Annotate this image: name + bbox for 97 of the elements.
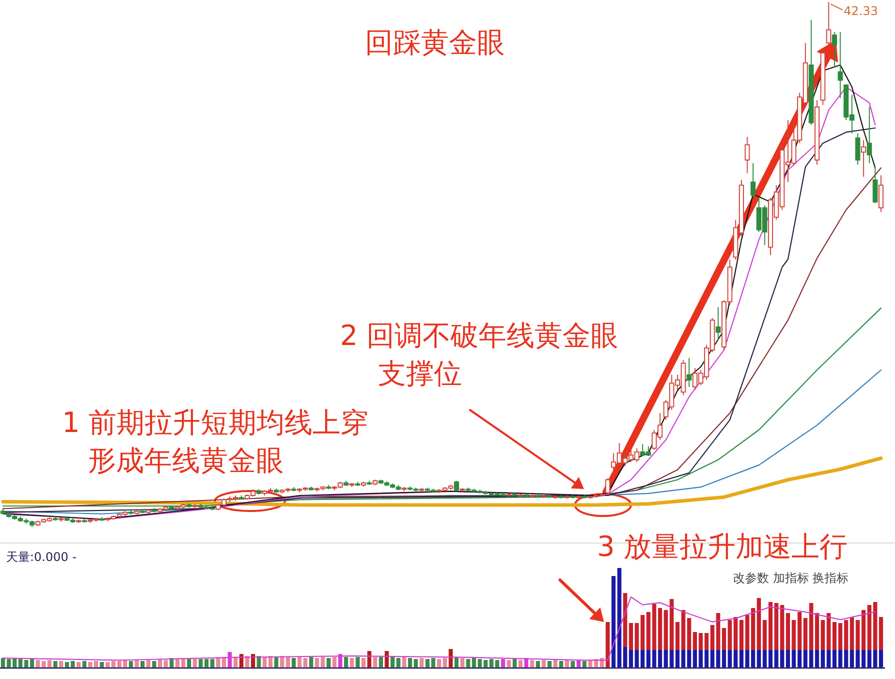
candlestick: [855, 132, 860, 166]
bar: [198, 659, 203, 668]
bar: [47, 660, 52, 668]
bar: [367, 651, 372, 668]
bar: [361, 658, 366, 668]
candlestick: [832, 31, 838, 68]
bar: [530, 660, 534, 668]
bar: [559, 661, 564, 668]
bar: [675, 622, 680, 650]
bar: [768, 602, 773, 650]
bar: [140, 661, 145, 668]
candlestick: [861, 140, 866, 178]
bar: [0, 658, 6, 668]
text: 回踩黄金眼: [365, 26, 505, 59]
bar: [146, 660, 150, 668]
bar: [518, 660, 523, 668]
text: 3 放量拉升加速上行: [597, 530, 848, 563]
annotation: 改参数 加指标 换指标: [733, 571, 849, 585]
candlestick: [686, 357, 692, 388]
bar: [332, 657, 336, 668]
bar: [134, 660, 139, 668]
bar: [466, 659, 470, 668]
bar: [396, 658, 400, 668]
candlestick: [878, 174, 884, 212]
bar: [832, 622, 837, 650]
bar: [274, 657, 278, 668]
candlestick: [716, 306, 721, 341]
bar: [309, 657, 314, 668]
candlestick: [454, 480, 460, 492]
candlestick: [750, 162, 756, 198]
bar: [420, 658, 424, 668]
bar: [460, 658, 464, 668]
bar: [675, 650, 680, 668]
bar: [356, 657, 360, 668]
annotation: 形成年线黄金眼: [88, 444, 284, 477]
bar: [53, 661, 58, 668]
bar: [448, 649, 453, 668]
bar: [512, 659, 517, 668]
bar: [506, 660, 511, 668]
bar: [152, 661, 156, 668]
bar: [722, 650, 726, 668]
bar: [106, 662, 110, 668]
bar: [542, 660, 546, 668]
bar: [582, 661, 586, 668]
bar: [373, 657, 378, 668]
bar: [314, 658, 320, 668]
bar: [286, 657, 290, 668]
text: 天量:0.000 -: [6, 550, 77, 564]
bar: [59, 661, 64, 668]
bar: [320, 657, 325, 668]
bar: [292, 658, 296, 668]
annotation: 2 回调不破年线黄金眼: [340, 319, 619, 352]
candlestick: [744, 136, 750, 174]
candlestick: [605, 478, 610, 496]
bar: [384, 651, 389, 668]
bar: [437, 659, 442, 668]
bar: [722, 628, 726, 650]
bar: [878, 650, 884, 668]
bar: [390, 657, 395, 668]
candlestick: [826, 2, 832, 46]
bar: [164, 660, 168, 668]
bar: [611, 576, 616, 668]
bar: [832, 650, 837, 668]
candlestick: [866, 106, 872, 164]
bar: [326, 658, 331, 668]
bar: [298, 657, 302, 668]
bar: [204, 659, 209, 668]
annotation: 42.33: [844, 4, 878, 18]
bar: [111, 661, 116, 668]
bar: [408, 658, 412, 668]
bar: [128, 661, 133, 668]
bar: [472, 658, 476, 668]
bar: [402, 657, 406, 668]
bar: [344, 657, 348, 668]
bar: [210, 659, 214, 668]
bar: [570, 661, 575, 668]
bar: [350, 658, 354, 668]
bar: [82, 661, 86, 668]
bar: [628, 650, 634, 668]
bar: [414, 659, 418, 668]
bar: [536, 661, 540, 668]
bar: [768, 650, 773, 668]
candlestick: [838, 31, 843, 99]
bar: [378, 657, 383, 668]
bar: [100, 662, 104, 668]
bar: [628, 623, 634, 650]
bar: [623, 593, 628, 647]
candlestick: [872, 166, 878, 204]
bar: [553, 660, 558, 668]
bar: [303, 658, 308, 668]
annotation: 支撑位: [378, 357, 462, 390]
bar: [878, 617, 884, 650]
bar: [548, 661, 552, 668]
bar: [187, 659, 192, 668]
bar: [442, 658, 447, 668]
annotation: 1 前期拉升短期均线上穿: [62, 406, 369, 439]
bar: [76, 662, 81, 668]
